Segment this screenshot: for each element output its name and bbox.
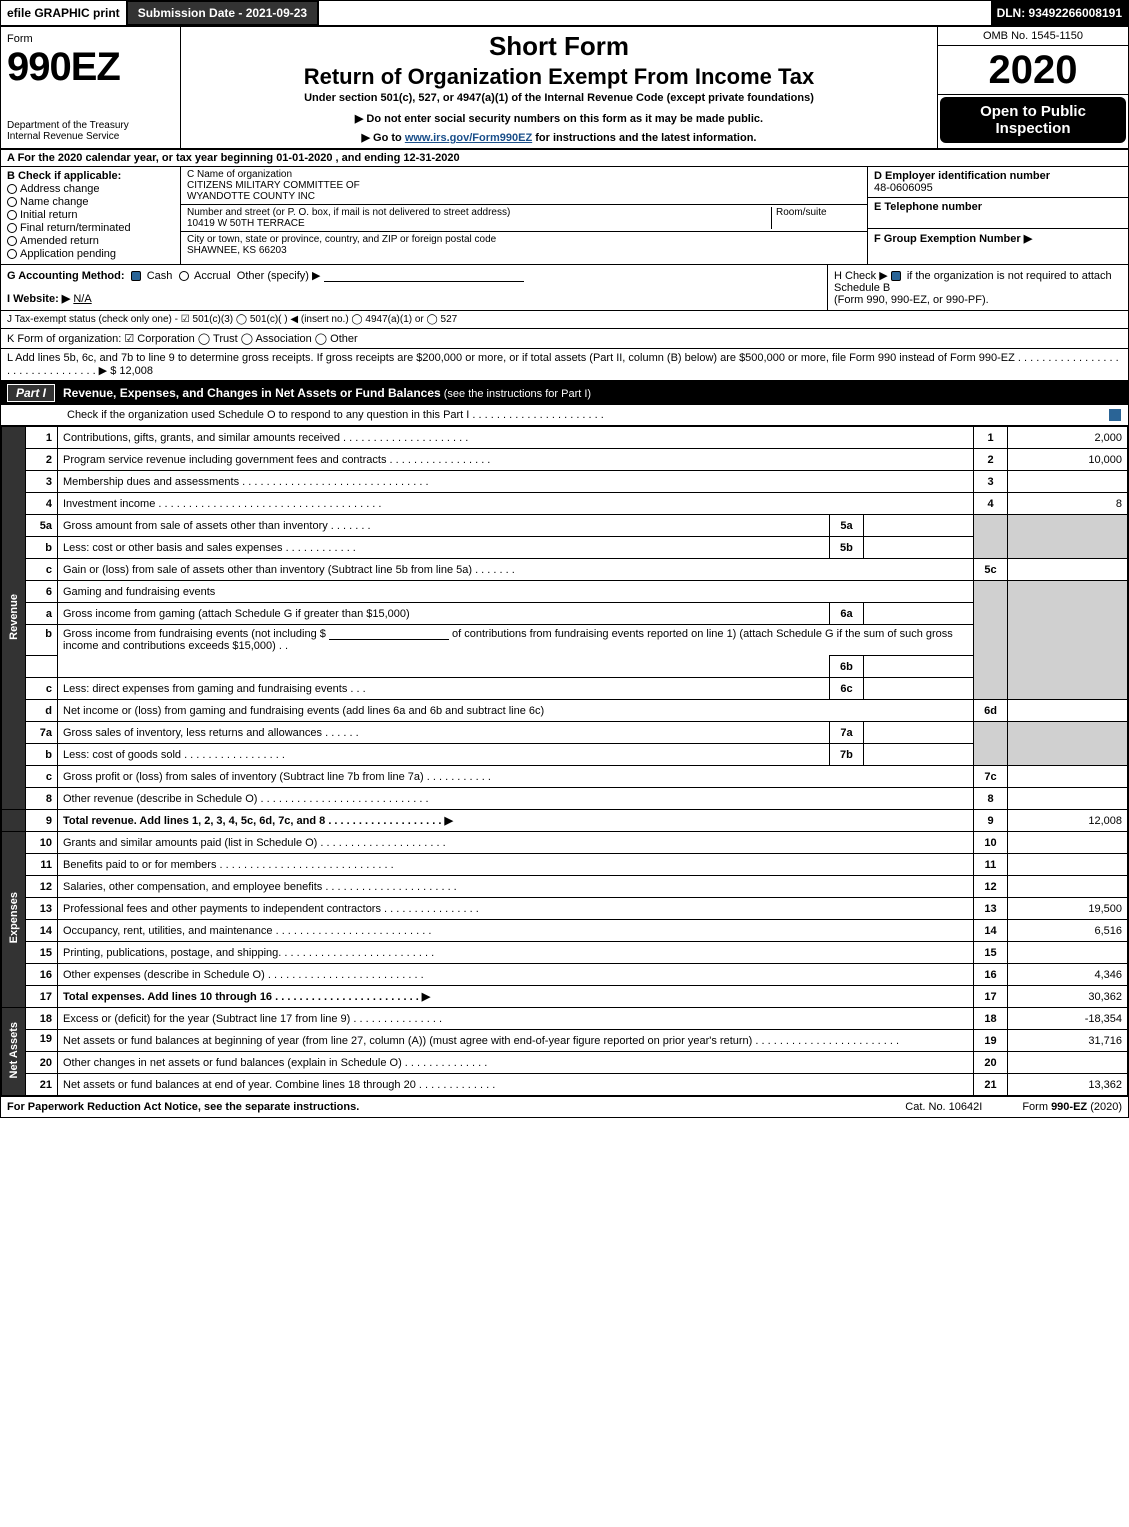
part1-check-line: Check if the organization used Schedule … (1, 405, 1128, 426)
box-b: B Check if applicable: Address change Na… (1, 167, 181, 264)
line-4-amount: 8 (1008, 493, 1128, 515)
return-title: Return of Organization Exempt From Incom… (189, 64, 929, 90)
line-1-desc: Contributions, gifts, grants, and simila… (58, 427, 974, 449)
label-org-name: C Name of organization (187, 169, 292, 180)
submission-date-button[interactable]: Submission Date - 2021-09-23 (127, 1, 318, 25)
part1-checkbox[interactable] (1108, 408, 1122, 422)
goto-line: ▶ Go to www.irs.gov/Form990EZ for instru… (189, 131, 929, 144)
part1-label: Part I (7, 384, 55, 402)
line-17-amount: 30,362 (1008, 986, 1128, 1008)
page-footer: For Paperwork Reduction Act Notice, see … (1, 1096, 1128, 1117)
chk-app-pending[interactable]: Application pending (20, 248, 116, 260)
label-phone: E Telephone number (874, 201, 982, 213)
other-method-field[interactable] (324, 281, 524, 282)
line-18-amount: -18,354 (1008, 1008, 1128, 1030)
ein-value: 48-0606095 (874, 182, 933, 194)
box-b-title: B Check if applicable: (7, 170, 174, 182)
line-16-amount: 4,346 (1008, 964, 1128, 986)
org-name-2: WYANDOTTE COUNTY INC (187, 191, 315, 202)
website-value: N/A (73, 293, 503, 305)
under-section: Under section 501(c), 527, or 4947(a)(1)… (189, 92, 929, 104)
line-19-amount: 31,716 (1008, 1030, 1128, 1052)
line-13-amount: 19,500 (1008, 898, 1128, 920)
form-word: Form (7, 33, 174, 45)
label-city: City or town, state or province, country… (187, 234, 496, 245)
form-990ez-page: efile GRAPHIC print Submission Date - 20… (0, 0, 1129, 1118)
org-name-1: CITIZENS MILITARY COMMITTEE OF (187, 180, 360, 191)
chk-address-change[interactable]: Address change (20, 183, 100, 195)
label-g: G Accounting Method: (7, 270, 125, 282)
city-state-zip: SHAWNEE, KS 66203 (187, 245, 287, 256)
warn-ssn: ▶ Do not enter social security numbers o… (189, 112, 929, 125)
side-expenses: Expenses (8, 892, 20, 943)
side-net-assets: Net Assets (8, 1022, 20, 1078)
box-c: C Name of organization CITIZENS MILITARY… (181, 167, 868, 264)
row-j: J Tax-exempt status (check only one) - ☑… (1, 311, 1128, 329)
row-k: K Form of organization: ☑ Corporation ◯ … (1, 329, 1128, 349)
line-a: A For the 2020 calendar year, or tax yea… (1, 150, 1128, 167)
room-suite-label: Room/suite (771, 207, 861, 229)
side-revenue: Revenue (8, 594, 20, 640)
chk-name-change[interactable]: Name change (20, 196, 89, 208)
part1-header: Part I Revenue, Expenses, and Changes in… (1, 381, 1128, 405)
irs-label: Internal Revenue Service (7, 131, 174, 142)
chk-cash[interactable] (131, 271, 141, 281)
dln-label: DLN: 93492266008191 (991, 1, 1128, 25)
omb-no: OMB No. 1545-1150 (938, 27, 1128, 46)
open-public-badge: Open to Public Inspection (940, 97, 1126, 143)
fundraising-amount-field[interactable] (329, 639, 449, 640)
tax-year: 2020 (938, 46, 1128, 95)
section-bcdef: B Check if applicable: Address change Na… (1, 167, 1128, 265)
chk-final-return[interactable]: Final return/terminated (20, 222, 131, 234)
chk-accrual[interactable] (179, 271, 189, 281)
top-bar: efile GRAPHIC print Submission Date - 20… (1, 1, 1128, 27)
label-group-exempt: F Group Exemption Number ▶ (874, 233, 1032, 245)
row-l: L Add lines 5b, 6c, and 7b to line 9 to … (1, 349, 1128, 381)
gross-receipts-value: 12,008 (119, 365, 153, 377)
line-1-amount: 2,000 (1008, 427, 1128, 449)
street-addr: 10419 W 50TH TERRACE (187, 218, 305, 229)
footer-left: For Paperwork Reduction Act Notice, see … (7, 1101, 359, 1113)
chk-initial-return[interactable]: Initial return (20, 209, 77, 221)
part1-table: Revenue 1Contributions, gifts, grants, a… (1, 426, 1128, 1096)
form-header: Form 990EZ Department of the Treasury In… (1, 27, 1128, 150)
form-number: 990EZ (7, 45, 174, 90)
short-form-title: Short Form (189, 31, 929, 62)
line-2-amount: 10,000 (1008, 449, 1128, 471)
label-i: I Website: ▶ (7, 293, 70, 305)
efile-print[interactable]: efile GRAPHIC print (1, 1, 127, 25)
line-21-amount: 13,362 (1008, 1074, 1128, 1096)
irs-link[interactable]: www.irs.gov/Form990EZ (405, 132, 532, 144)
chk-amended[interactable]: Amended return (20, 235, 99, 247)
label-addr: Number and street (or P. O. box, if mail… (187, 207, 510, 218)
line-9-amount: 12,008 (1008, 810, 1128, 832)
box-def: D Employer identification number 48-0606… (868, 167, 1128, 264)
label-ein: D Employer identification number (874, 170, 1050, 182)
footer-catno: Cat. No. 10642I (905, 1101, 982, 1113)
dept-label: Department of the Treasury (7, 120, 174, 131)
line-14-amount: 6,516 (1008, 920, 1128, 942)
chk-schedule-b[interactable] (891, 271, 901, 281)
row-gh: G Accounting Method: Cash Accrual Other … (1, 265, 1128, 311)
